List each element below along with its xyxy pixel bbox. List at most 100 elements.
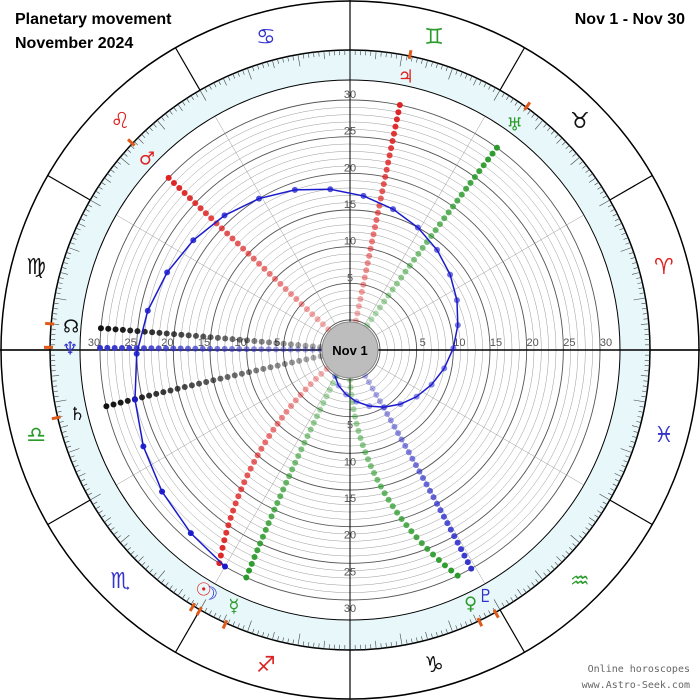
point-pluto bbox=[384, 410, 391, 417]
point-mars bbox=[309, 311, 316, 318]
point-neptune bbox=[236, 346, 243, 353]
point-mars bbox=[197, 205, 204, 212]
point-venus bbox=[348, 391, 355, 398]
point-moon bbox=[414, 224, 421, 231]
degree-tick bbox=[60, 425, 69, 428]
degree-tick bbox=[61, 267, 67, 269]
degree-tick bbox=[585, 527, 590, 531]
degree-tick bbox=[130, 145, 135, 150]
credit-line2[interactable]: www.Astro-Seek.com bbox=[581, 680, 690, 691]
degree-tick bbox=[483, 82, 487, 88]
point-venus bbox=[347, 377, 353, 383]
moon-icon: ☽ bbox=[202, 583, 218, 604]
point-neptune bbox=[221, 345, 228, 352]
point-pluto bbox=[412, 462, 419, 469]
degree-tick bbox=[190, 95, 194, 100]
point-jupiter bbox=[393, 116, 400, 123]
point-moon bbox=[453, 297, 460, 304]
degree-tick bbox=[237, 71, 240, 77]
degree-tick bbox=[177, 589, 183, 596]
degree-tick bbox=[633, 297, 646, 301]
degree-tick bbox=[227, 619, 231, 625]
point-uranus bbox=[485, 156, 492, 163]
degree-tick bbox=[636, 277, 642, 279]
degree-tick bbox=[218, 80, 221, 85]
point-mercury bbox=[265, 520, 272, 527]
degree-tick bbox=[615, 218, 620, 221]
point-pluto bbox=[395, 430, 402, 437]
axis-tick-label: 30 bbox=[88, 337, 100, 349]
point-jupiter bbox=[396, 102, 403, 109]
point-venus bbox=[362, 449, 369, 456]
point-mercury bbox=[317, 406, 324, 413]
point-uranus bbox=[415, 250, 422, 257]
degree-tick bbox=[431, 61, 433, 67]
point-saturn bbox=[181, 384, 188, 391]
point-pluto bbox=[430, 494, 437, 501]
point-mars bbox=[319, 321, 326, 328]
degree-tick bbox=[464, 73, 468, 79]
point-neptune bbox=[119, 345, 126, 352]
degree-tick bbox=[628, 252, 634, 255]
point-neptune bbox=[265, 346, 272, 353]
saturn-icon: ♄ bbox=[69, 404, 85, 425]
point-neptune bbox=[126, 345, 133, 352]
point-jupiter bbox=[382, 173, 389, 180]
point-pluto bbox=[369, 385, 376, 392]
degree-tick bbox=[435, 632, 438, 637]
degree-tick bbox=[242, 625, 245, 631]
degree-tick bbox=[169, 585, 173, 590]
point-mars bbox=[298, 301, 305, 308]
degree-tick bbox=[247, 67, 252, 80]
degree-tick bbox=[173, 107, 177, 112]
degree-tick bbox=[92, 501, 98, 505]
zodiac-gemini-icon: ♊ bbox=[424, 25, 444, 50]
degree-tick bbox=[399, 54, 403, 67]
point-pluto bbox=[427, 487, 434, 494]
degree-tick bbox=[55, 405, 61, 408]
point-mars bbox=[186, 195, 193, 202]
axis-tick-label: 30 bbox=[600, 337, 612, 349]
point-venus bbox=[374, 476, 381, 483]
point-neptune bbox=[177, 345, 184, 352]
degree-tick bbox=[282, 57, 284, 63]
degree-tick bbox=[531, 582, 535, 587]
degree-tick bbox=[523, 588, 527, 593]
point-sun bbox=[274, 420, 281, 427]
degree-tick bbox=[262, 63, 265, 68]
point-mars bbox=[208, 215, 215, 222]
point-uranus bbox=[445, 209, 452, 216]
point-sun bbox=[247, 465, 254, 472]
degree-tick bbox=[464, 621, 468, 627]
point-neptune bbox=[302, 346, 309, 353]
point-saturn bbox=[146, 392, 153, 399]
point-node bbox=[258, 338, 265, 345]
degree-tick bbox=[307, 52, 310, 58]
degree-tick bbox=[602, 195, 608, 199]
point-venus bbox=[418, 540, 425, 547]
point-moon bbox=[434, 246, 441, 253]
degree-tick bbox=[631, 272, 640, 275]
point-moon bbox=[381, 404, 388, 411]
degree-tick bbox=[160, 579, 165, 584]
point-moon bbox=[390, 206, 397, 213]
point-sun bbox=[223, 529, 230, 536]
degree-tick bbox=[579, 535, 584, 540]
degree-tick bbox=[506, 600, 510, 605]
point-mars bbox=[277, 280, 284, 287]
point-neptune bbox=[141, 345, 148, 352]
point-pluto bbox=[423, 481, 430, 488]
degree-tick bbox=[492, 87, 496, 93]
degree-tick bbox=[614, 222, 623, 227]
point-saturn bbox=[267, 364, 274, 371]
degree-tick bbox=[514, 101, 519, 106]
point-uranus bbox=[428, 233, 435, 240]
degree-tick bbox=[133, 141, 139, 146]
degree-tick bbox=[531, 113, 535, 118]
point-jupiter bbox=[386, 152, 393, 159]
axis-tick-label: 15 bbox=[490, 337, 502, 349]
point-node bbox=[244, 337, 251, 344]
degree-tick bbox=[77, 473, 86, 478]
degree-tick bbox=[631, 425, 640, 428]
